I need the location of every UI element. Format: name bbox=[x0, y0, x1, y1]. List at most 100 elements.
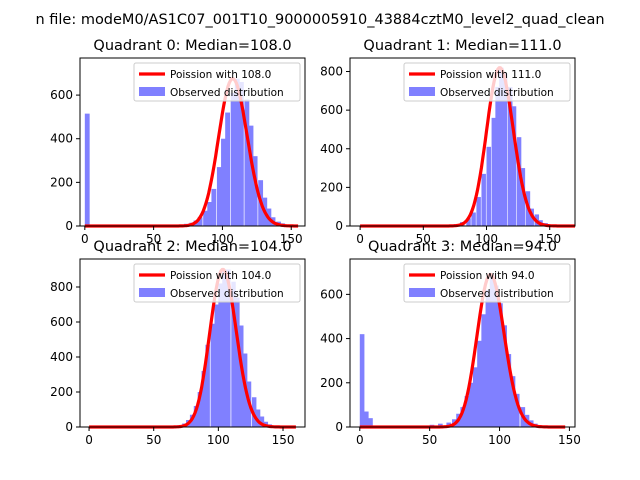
histogram-bar bbox=[244, 99, 250, 226]
histogram-bar bbox=[491, 117, 497, 226]
histogram-bar bbox=[225, 112, 231, 226]
histogram-bar bbox=[231, 281, 236, 427]
histogram-bar bbox=[203, 210, 209, 226]
legend-bar-swatch bbox=[139, 87, 165, 96]
histogram-bar bbox=[499, 67, 504, 226]
axes-frame bbox=[349, 57, 576, 227]
y-tick-label: 800 bbox=[50, 280, 73, 294]
histogram-bar bbox=[218, 283, 223, 427]
histogram-bar bbox=[197, 392, 203, 427]
subplot-0: 0 50 100 150 0 200 400 600 Quadrant 0: Median=10… bbox=[50, 38, 306, 246]
histogram-bar bbox=[235, 297, 240, 427]
y-tick-label: 600 bbox=[50, 88, 73, 102]
axes-frame bbox=[79, 57, 306, 227]
legend-label-fit: Poission with 111.0 bbox=[440, 69, 541, 81]
subplot-title: Quadrant 2: Median=104.0 bbox=[93, 239, 291, 255]
histogram-bar bbox=[460, 407, 466, 427]
histogram-bar bbox=[201, 371, 206, 427]
histogram-bar bbox=[481, 314, 486, 427]
x-tick-label: 100 bbox=[475, 232, 498, 246]
subplot-title: Quadrant 1: Median=111.0 bbox=[363, 38, 561, 54]
legend: Poission with 111.0 Observed distribution bbox=[403, 62, 571, 102]
legend: Poission with 94.0 Observed distribution bbox=[403, 263, 571, 303]
histogram-bar bbox=[221, 138, 226, 226]
histogram-bar bbox=[368, 418, 373, 427]
x-tick-label: 100 bbox=[211, 232, 234, 246]
y-tick-label: 400 bbox=[50, 132, 73, 146]
histogram-bar bbox=[259, 416, 265, 427]
subplot-title: Quadrant 0: Median=108.0 bbox=[93, 38, 291, 54]
histogram-bar bbox=[84, 113, 90, 226]
histogram-bar bbox=[214, 304, 219, 427]
histogram-bar bbox=[239, 325, 244, 427]
x-tick-label: 100 bbox=[488, 433, 511, 447]
y-tick-label: 600 bbox=[320, 103, 343, 117]
histogram-bar bbox=[248, 125, 254, 226]
histogram-bar bbox=[193, 406, 199, 427]
axes-frame bbox=[349, 258, 576, 428]
y-tick-label: 200 bbox=[320, 376, 343, 390]
histogram-bar bbox=[226, 269, 231, 427]
histogram-bar bbox=[466, 218, 471, 226]
y-tick-label: 0 bbox=[65, 420, 73, 434]
histogram-bar bbox=[252, 156, 258, 226]
subplot-title: Quadrant 3: Median=94.0 bbox=[368, 239, 557, 255]
histogram-bar bbox=[234, 78, 240, 227]
histogram-bar bbox=[477, 340, 482, 427]
legend-bar-swatch bbox=[409, 87, 435, 96]
histogram-bar bbox=[486, 146, 491, 226]
x-tick-label: 0 bbox=[356, 433, 364, 447]
histogram-bar bbox=[238, 82, 244, 226]
legend-label-fit: Poission with 104.0 bbox=[170, 270, 271, 282]
x-tick-label: 0 bbox=[85, 433, 93, 447]
x-tick-label: 150 bbox=[558, 433, 581, 447]
x-tick-label: 100 bbox=[207, 433, 230, 447]
histogram-bar bbox=[508, 86, 513, 226]
legend: Poission with 104.0 Observed distribution bbox=[133, 263, 301, 303]
figure-title: n file: modeM0/AS1C07_001T10_9000005910_… bbox=[35, 12, 604, 28]
y-tick-label: 200 bbox=[50, 175, 73, 189]
histogram-bar bbox=[502, 73, 508, 226]
histogram-bar bbox=[495, 86, 500, 226]
histogram-bar bbox=[359, 334, 365, 427]
histogram-bar bbox=[207, 202, 213, 226]
legend-label-hist: Observed distribution bbox=[440, 87, 554, 99]
histogram-bar bbox=[468, 382, 474, 427]
histogram-bar bbox=[476, 197, 481, 226]
x-tick-label: 0 bbox=[356, 232, 364, 246]
legend-label-hist: Observed distribution bbox=[170, 87, 284, 99]
y-tick-label: 600 bbox=[50, 315, 73, 329]
histogram-bar bbox=[485, 289, 491, 427]
histogram-bar bbox=[211, 188, 217, 226]
y-tick-label: 400 bbox=[320, 142, 343, 156]
y-tick-label: 400 bbox=[50, 350, 73, 364]
x-tick-label: 50 bbox=[146, 232, 161, 246]
histogram-bar bbox=[506, 354, 512, 427]
histogram-bar bbox=[255, 409, 261, 427]
histogram-bar bbox=[489, 274, 495, 427]
histogram-bar bbox=[216, 167, 222, 226]
x-tick-label: 150 bbox=[272, 433, 295, 447]
subplot-1: 0 50 100 150 0 200 400 600 800 Quadrant 1: Median… bbox=[320, 38, 576, 246]
legend-label-hist: Observed distribution bbox=[170, 288, 284, 300]
legend-label-hist: Observed distribution bbox=[440, 288, 554, 300]
y-tick-label: 0 bbox=[65, 219, 73, 233]
x-tick-label: 0 bbox=[81, 232, 89, 246]
histogram-bar bbox=[205, 344, 210, 427]
y-tick-label: 800 bbox=[320, 65, 343, 79]
legend-label-fit: Poission with 94.0 bbox=[440, 270, 535, 282]
histogram-bar bbox=[502, 325, 507, 427]
histogram-bar bbox=[464, 396, 470, 427]
histogram-bar bbox=[481, 173, 486, 226]
histogram-bar bbox=[498, 303, 503, 427]
x-tick-label: 50 bbox=[146, 433, 161, 447]
histogram-bar bbox=[472, 367, 478, 427]
x-tick-label: 150 bbox=[280, 232, 303, 246]
legend: Poission with 108.0 Observed distribution bbox=[133, 62, 301, 102]
axes-frame bbox=[79, 258, 306, 428]
y-tick-label: 400 bbox=[320, 332, 343, 346]
histogram-bar bbox=[510, 376, 516, 427]
histogram-bar bbox=[514, 393, 520, 427]
x-tick-label: 50 bbox=[422, 433, 437, 447]
